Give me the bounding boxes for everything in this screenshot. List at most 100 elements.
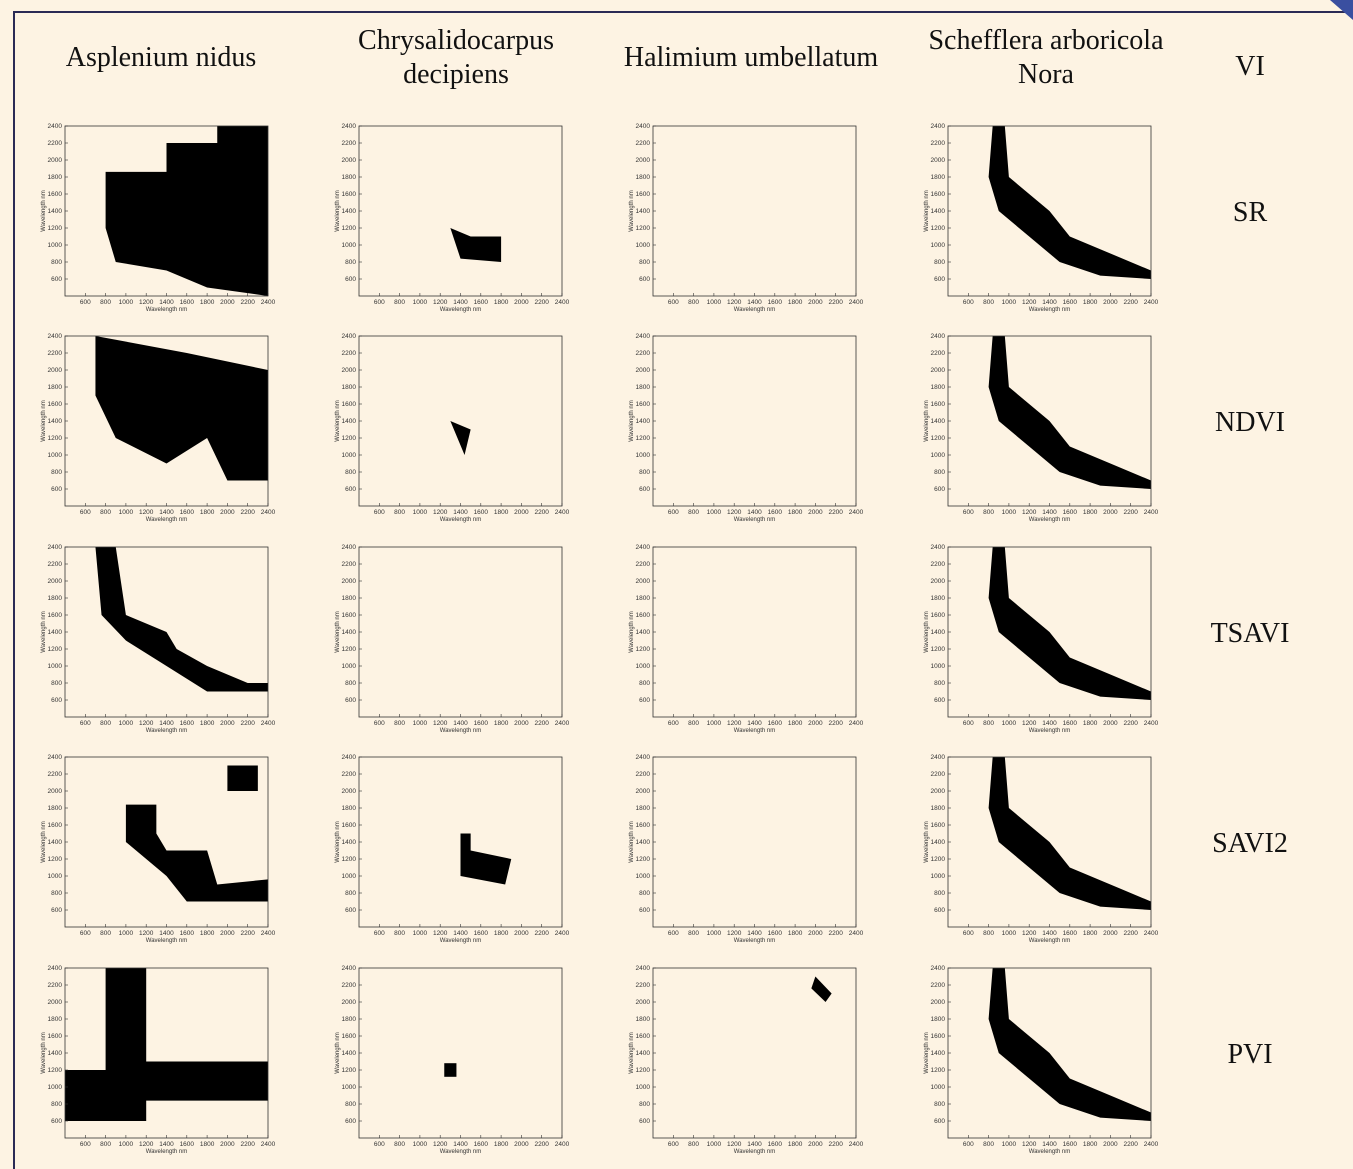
x-axis-label: Wavelength nm xyxy=(146,728,187,734)
x-tick-label: 800 xyxy=(983,299,994,306)
x-tick-label: 1200 xyxy=(139,930,154,937)
x-tick-label: 2200 xyxy=(534,720,549,727)
row-label: PVI xyxy=(1227,1039,1272,1070)
x-tick-label: 1800 xyxy=(1083,930,1098,937)
x-tick-label: 1200 xyxy=(727,509,742,516)
x-tick-label: 1200 xyxy=(1022,299,1037,306)
y-axis-label: Wavelength nm xyxy=(924,1032,930,1073)
x-tick-label: 2000 xyxy=(808,1141,823,1148)
y-tick-label: 1800 xyxy=(342,805,357,812)
x-tick-label: 1800 xyxy=(494,720,509,727)
row-header: VI xyxy=(1235,51,1265,82)
x-tick-label: 1800 xyxy=(494,1141,509,1148)
y-tick-label: 600 xyxy=(51,697,62,704)
x-tick-label: 1400 xyxy=(1042,1141,1057,1148)
y-tick-label: 1800 xyxy=(636,174,651,181)
x-axis-label: Wavelength nm xyxy=(440,517,481,523)
y-tick-label: 1400 xyxy=(48,839,63,846)
y-tick-label: 2200 xyxy=(636,140,651,147)
x-tick-label: 1400 xyxy=(159,509,174,516)
x-tick-label: 1200 xyxy=(1022,509,1037,516)
y-tick-label: 2200 xyxy=(931,982,946,989)
x-tick-label: 2200 xyxy=(240,720,255,727)
x-tick-label: 1200 xyxy=(139,509,154,516)
y-tick-label: 1000 xyxy=(342,452,357,459)
y-tick-label: 2400 xyxy=(636,123,651,130)
y-tick-label: 1800 xyxy=(931,384,946,391)
y-tick-label: 1400 xyxy=(48,1050,63,1057)
y-tick-label: 2400 xyxy=(48,123,63,130)
x-tick-label: 1000 xyxy=(1002,299,1017,306)
x-tick-label: 1600 xyxy=(180,1141,195,1148)
y-tick-label: 2200 xyxy=(48,982,63,989)
x-tick-label: 800 xyxy=(983,720,994,727)
y-tick-label: 2200 xyxy=(636,350,651,357)
x-tick-label: 1000 xyxy=(413,1141,428,1148)
y-axis-label: Wavelength nm xyxy=(335,821,341,862)
x-tick-label: 2400 xyxy=(849,720,864,727)
x-tick-label: 1400 xyxy=(453,720,468,727)
y-tick-label: 1000 xyxy=(342,242,357,249)
x-tick-label: 1000 xyxy=(413,720,428,727)
y-tick-label: 1600 xyxy=(342,1033,357,1040)
y-tick-label: 600 xyxy=(639,907,650,914)
map-region xyxy=(444,1063,456,1077)
y-tick-label: 2400 xyxy=(636,544,651,551)
x-tick-label: 2400 xyxy=(555,1141,570,1148)
x-tick-label: 2200 xyxy=(240,299,255,306)
x-tick-label: 2200 xyxy=(828,930,843,937)
x-tick-label: 1400 xyxy=(1042,299,1057,306)
x-tick-label: 2200 xyxy=(240,509,255,516)
y-tick-label: 2000 xyxy=(931,999,946,1006)
y-tick-label: 1200 xyxy=(342,1067,357,1074)
y-tick-label: 1800 xyxy=(48,595,63,602)
x-tick-label: 2400 xyxy=(555,930,570,937)
x-tick-label: 2200 xyxy=(828,1141,843,1148)
x-tick-label: 800 xyxy=(100,299,111,306)
x-tick-label: 1400 xyxy=(747,509,762,516)
x-axis-label: Wavelength nm xyxy=(146,938,187,944)
y-tick-label: 600 xyxy=(345,907,356,914)
y-axis-label: Wavelength nm xyxy=(335,611,341,652)
y-tick-label: 2200 xyxy=(931,140,946,147)
x-tick-label: 1400 xyxy=(747,299,762,306)
y-tick-label: 2000 xyxy=(342,157,357,164)
y-tick-label: 1000 xyxy=(636,452,651,459)
y-tick-label: 1200 xyxy=(636,435,651,442)
x-tick-label: 1200 xyxy=(727,1141,742,1148)
y-tick-label: 1400 xyxy=(636,1050,651,1057)
y-tick-label: 2200 xyxy=(931,771,946,778)
x-tick-label: 1000 xyxy=(707,509,722,516)
x-tick-label: 1000 xyxy=(413,299,428,306)
y-tick-label: 1400 xyxy=(342,629,357,636)
x-tick-label: 1600 xyxy=(474,930,489,937)
x-tick-label: 2000 xyxy=(514,930,529,937)
x-tick-label: 600 xyxy=(668,509,679,516)
y-tick-label: 1600 xyxy=(342,612,357,619)
y-tick-label: 2200 xyxy=(342,771,357,778)
x-tick-label: 800 xyxy=(394,1141,405,1148)
y-tick-label: 1000 xyxy=(48,242,63,249)
x-tick-label: 600 xyxy=(963,930,974,937)
x-tick-label: 1400 xyxy=(1042,930,1057,937)
x-tick-label: 2400 xyxy=(555,509,570,516)
y-tick-label: 2000 xyxy=(931,367,946,374)
x-tick-label: 1800 xyxy=(200,1141,215,1148)
x-tick-label: 600 xyxy=(963,720,974,727)
x-tick-label: 2400 xyxy=(555,299,570,306)
x-tick-label: 600 xyxy=(963,299,974,306)
x-tick-label: 600 xyxy=(80,720,91,727)
x-tick-label: 2000 xyxy=(220,930,235,937)
x-axis-label: Wavelength nm xyxy=(146,1149,187,1155)
y-tick-label: 2200 xyxy=(342,982,357,989)
y-tick-label: 800 xyxy=(639,259,650,266)
x-tick-label: 1800 xyxy=(1083,299,1098,306)
y-tick-label: 1400 xyxy=(931,418,946,425)
y-tick-label: 600 xyxy=(639,697,650,704)
x-tick-label: 1000 xyxy=(1002,509,1017,516)
x-tick-label: 800 xyxy=(688,509,699,516)
y-tick-label: 1600 xyxy=(931,1033,946,1040)
x-tick-label: 1200 xyxy=(139,720,154,727)
y-tick-label: 2000 xyxy=(931,157,946,164)
x-tick-label: 1400 xyxy=(1042,720,1057,727)
